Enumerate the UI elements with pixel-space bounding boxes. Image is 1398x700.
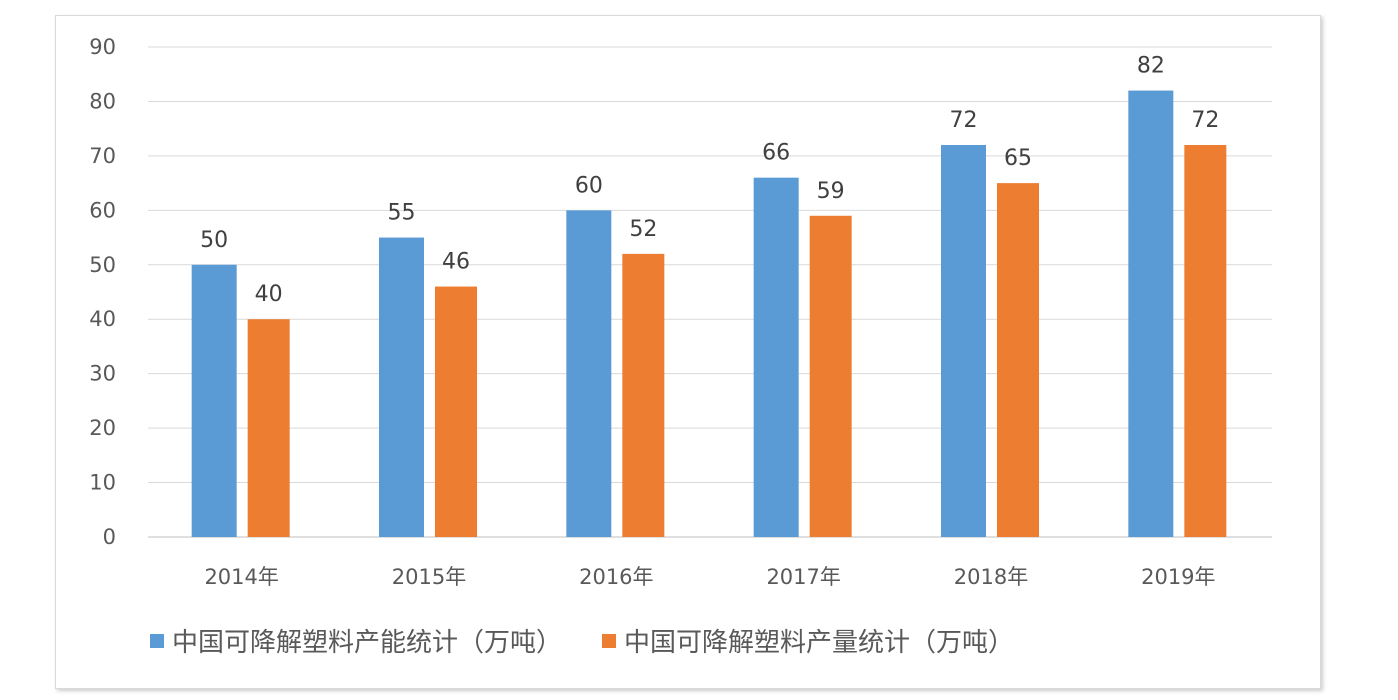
data-label: 82: [1137, 54, 1165, 79]
legend-label: 中国可降解塑料产量统计（万吨）: [624, 628, 1015, 658]
y-tick-label: 90: [89, 35, 116, 59]
legend-swatch: [602, 633, 617, 648]
bar-output: [997, 183, 1039, 537]
data-label: 72: [1191, 108, 1219, 133]
x-tick-label: 2019年: [1141, 565, 1215, 589]
data-label: 50: [200, 228, 228, 253]
x-tick-label: 2014年: [204, 565, 278, 589]
data-label: 66: [762, 141, 790, 166]
data-label: 65: [1004, 146, 1032, 171]
data-label: 52: [629, 217, 657, 242]
y-tick-label: 70: [89, 144, 116, 168]
x-tick-label: 2015年: [392, 565, 466, 589]
data-label: 40: [255, 282, 283, 307]
bar-capacity: [379, 237, 424, 538]
y-tick-label: 80: [89, 89, 116, 113]
legend-item-capacity: 中国可降解塑料产能统计（万吨）: [150, 622, 562, 659]
data-label: 55: [388, 201, 416, 226]
x-tick-label: 2017年: [766, 565, 840, 589]
x-tick-label: 2016年: [579, 565, 653, 589]
x-tick-label: 2018年: [954, 565, 1028, 589]
data-label: 59: [817, 179, 845, 204]
bar-output: [247, 319, 290, 537]
legend-swatch: [150, 633, 164, 648]
y-tick-label: 10: [89, 471, 116, 495]
y-tick-label: 40: [89, 307, 116, 331]
y-tick-label: 50: [89, 253, 116, 277]
legend: 中国可降解塑料产能统计（万吨） 中国可降解塑料产量统计（万吨）: [150, 622, 1014, 659]
data-label: 46: [442, 250, 470, 275]
bar-capacity: [941, 145, 986, 537]
bar-capacity: [566, 210, 612, 538]
y-tick-label: 60: [89, 198, 116, 222]
data-label: 60: [575, 173, 603, 198]
data-label: 72: [950, 108, 978, 133]
bar-output: [809, 215, 852, 537]
y-tick-label: 0: [103, 525, 116, 549]
bar-output: [435, 286, 477, 537]
y-tick-label: 30: [89, 362, 116, 386]
bar-output: [1184, 145, 1227, 537]
legend-item-output: 中国可降解塑料产量统计（万吨）: [602, 622, 1014, 659]
y-tick-label: 20: [89, 416, 116, 440]
bar-capacity: [753, 177, 799, 537]
legend-label: 中国可降解塑料产能统计（万吨）: [172, 628, 563, 658]
bar-capacity: [191, 264, 237, 537]
bar-output: [622, 253, 665, 537]
bar-capacity: [1128, 90, 1174, 538]
